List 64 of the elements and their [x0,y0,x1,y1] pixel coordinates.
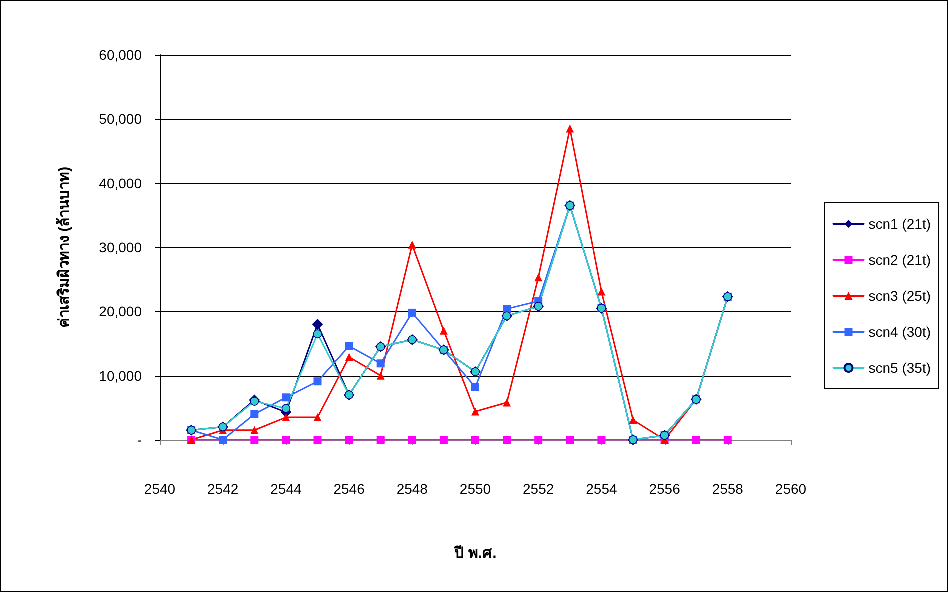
legend-label: scn1 (21t) [868,216,931,232]
point [566,124,574,133]
point [408,240,416,249]
y-tick-label: 20,000 [99,304,142,320]
point [314,436,322,444]
point [440,326,448,335]
point [503,305,512,314]
point [598,288,606,296]
point [566,436,574,444]
point [440,436,448,444]
legend-label: scn2 (21t) [868,252,931,268]
point [313,330,322,339]
y-tick-label: - [137,432,142,448]
point [629,416,638,424]
point [534,436,543,444]
point [282,404,291,413]
legend-label: scn3 (25t) [868,288,931,304]
point [408,308,416,317]
point [472,383,480,392]
point [345,342,354,350]
x-tick-label: 2556 [649,481,681,497]
y-tick-label: 50,000 [99,111,142,128]
point [472,408,480,416]
point [472,436,480,444]
x-tick-label: 2558 [712,481,744,497]
point [282,436,290,444]
point [376,372,385,380]
point [724,436,732,444]
x-tick-label: 2548 [396,481,428,497]
x-tick-label: 2542 [208,481,239,497]
point [282,394,290,402]
point [503,398,512,407]
point [345,353,354,362]
y-tick-label: 60,000 [99,47,142,63]
point [250,426,259,434]
point [376,436,385,444]
y-tick-label: 10,000 [99,368,142,384]
point [312,319,324,330]
point [503,436,512,444]
point [250,410,259,418]
x-tick-label: 2540 [144,481,176,497]
point [250,436,259,444]
point [534,274,543,282]
point [692,436,700,444]
point [408,436,416,444]
x-tick-label: 2552 [523,481,554,497]
point [598,436,606,444]
legend-label: scn5 (35t) [868,360,931,376]
y-tick-label: 40,000 [99,175,142,192]
y-tick-label: 30,000 [99,240,142,256]
legend-label: scn4 (30t) [868,324,931,340]
x-tick-label: 2546 [334,481,366,497]
x-tick-label: 2550 [460,481,492,497]
x-axis-title: ปี พ.ศ. [453,545,497,562]
x-tick-label: 2560 [775,481,807,497]
point [314,414,322,422]
point [314,378,322,386]
point [250,397,260,406]
point [282,414,290,422]
y-axis-title: ค่าเสริมผิวทาง (ล้านบาท) [55,166,73,328]
point [345,436,354,444]
x-tick-label: 2544 [270,481,302,497]
x-tick-label: 2554 [586,481,618,497]
point [376,360,385,368]
